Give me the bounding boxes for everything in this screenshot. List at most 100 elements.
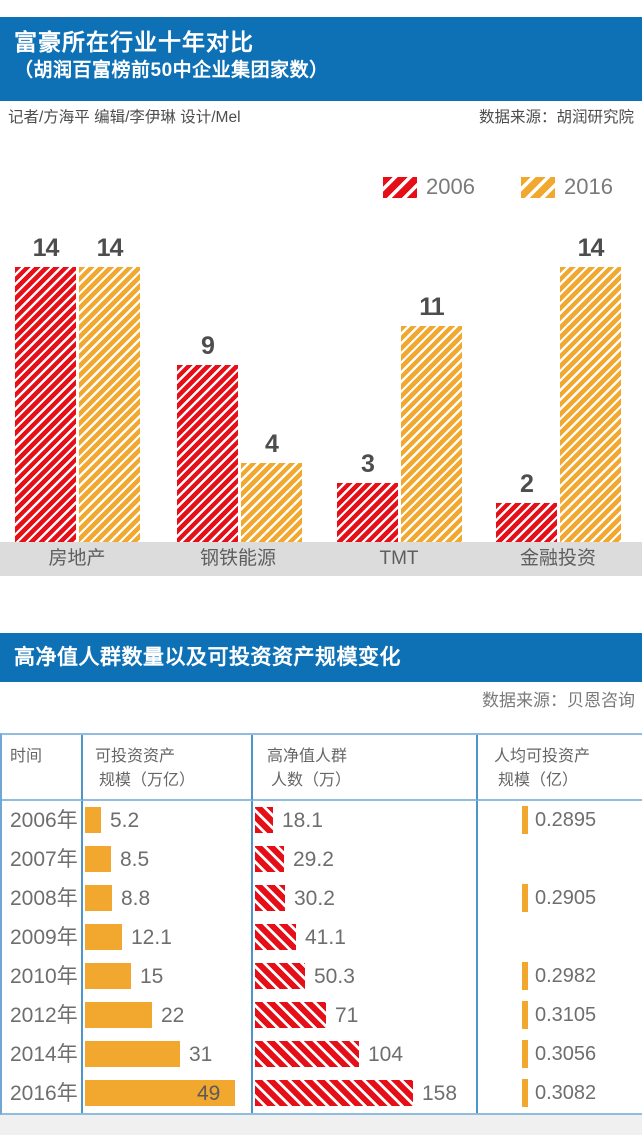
people-cell: 71 xyxy=(253,996,478,1035)
year-cell: 2006年 xyxy=(2,801,83,840)
per-capita-bar xyxy=(522,884,528,912)
assets-bar xyxy=(85,1041,180,1067)
per-capita-value: 0.3082 xyxy=(535,1082,597,1104)
per-capita-value: 0.2895 xyxy=(535,809,597,831)
per-capita-value: 0.3056 xyxy=(535,1043,597,1065)
section2-title: 高净值人群数量以及可投资资产规模变化 xyxy=(14,646,401,669)
header-line1: 时间 xyxy=(10,748,43,765)
year-cell: 2008年 xyxy=(2,879,83,918)
table-row-2010年: 2010年 15 50.3 0.2982 xyxy=(2,957,642,996)
year-cell: 2010年 xyxy=(2,957,83,996)
category-label-房地产: 房地产 xyxy=(48,548,106,569)
per-capita-value: 0.3105 xyxy=(535,1004,597,1026)
bar-2006-房地产 xyxy=(15,267,76,542)
assets-bar xyxy=(85,1002,152,1028)
year-label: 2008年 xyxy=(10,887,78,910)
people-value: 30.2 xyxy=(294,887,335,910)
legend-label-2016: 2016 xyxy=(564,174,613,199)
bar-2016-房地产 xyxy=(79,267,140,542)
bar-2016-金融投资 xyxy=(560,267,621,542)
per-capita-cell: 0.2895 xyxy=(478,801,642,840)
section1-title: 富豪所在行业十年对比 xyxy=(14,29,254,55)
people-bar xyxy=(255,1080,413,1106)
year-cell: 2016年 xyxy=(2,1074,83,1113)
hnwi-table: 时间 可投资资产 规模（万亿） 高净值人群 人数（万） 人均可投资产 规模（亿） 2006年… xyxy=(0,733,642,1115)
bar-value-2016-房地产: 14 xyxy=(96,234,124,262)
assets-bar xyxy=(85,963,131,989)
top-margin xyxy=(0,0,642,17)
assets-cell: 31 xyxy=(83,1035,253,1074)
per-capita-cell: 0.3105 xyxy=(478,996,642,1035)
per-capita-value: 0.2982 xyxy=(535,965,597,987)
assets-value: 31 xyxy=(189,1043,213,1066)
hnwi-table-wrap: 时间 可投资资产 规模（万亿） 高净值人群 人数（万） 人均可投资产 规模（亿） 2006年… xyxy=(0,733,642,1115)
industry-bar-chart: 2006 2016 14 14 9 4 3 11 2 14 房地产 钢铁能源 TMT 金融投资 xyxy=(0,130,642,578)
people-bar xyxy=(255,1002,326,1028)
year-cell: 2009年 xyxy=(2,918,83,957)
assets-cell: 15 xyxy=(83,957,253,996)
legend-entry-2016: 2016 xyxy=(521,174,613,199)
table-body: 2006年 5.2 18.1 0.2895 2007年 8.5 29.2 2008年 8.8 30… xyxy=(2,801,642,1113)
year-label: 2009年 xyxy=(10,926,78,949)
people-value: 71 xyxy=(335,1004,359,1027)
people-bar xyxy=(255,1041,359,1067)
x-axis-strip: 房地产 钢铁能源 TMT 金融投资 xyxy=(0,542,642,576)
people-cell: 50.3 xyxy=(253,957,478,996)
per-capita-bar xyxy=(522,806,528,834)
legend-entry-2006: 2006 xyxy=(383,174,475,199)
bar-value-2016-TMT: 11 xyxy=(419,293,444,321)
assets-value: 12.1 xyxy=(131,926,172,949)
per-capita-cell: 0.2905 xyxy=(478,879,642,918)
per-capita-cell: 0.2982 xyxy=(478,957,642,996)
header-line2: 规模（万亿） xyxy=(99,772,196,789)
people-value: 104 xyxy=(368,1043,404,1066)
table-row-2016年: 2016年 49 158 0.3082 xyxy=(2,1074,642,1113)
header-line1: 高净值人群 xyxy=(267,748,348,765)
legend-swatch-icon-2006 xyxy=(383,176,417,198)
assets-cell: 12.1 xyxy=(83,918,253,957)
people-value: 41.1 xyxy=(305,926,346,949)
data-source-2-row: 数据来源：贝恩咨询 xyxy=(0,682,642,712)
assets-bar xyxy=(85,924,122,950)
assets-cell: 8.5 xyxy=(83,840,253,879)
header-line2: 人数（万） xyxy=(271,772,352,789)
people-value: 29.2 xyxy=(293,848,334,871)
credits-row: 记者/方海平 编辑/李伊琳 设计/Mel 数据来源：胡润研究院 xyxy=(0,101,642,130)
header-line1: 人均可投资产 xyxy=(494,748,591,765)
section-gap xyxy=(0,578,642,633)
year-label: 2007年 xyxy=(10,848,78,871)
year-cell: 2007年 xyxy=(2,840,83,879)
assets-cell: 22 xyxy=(83,996,253,1035)
header-line1: 可投资资产 xyxy=(95,748,176,765)
assets-cell: 5.2 xyxy=(83,801,253,840)
per-capita-cell xyxy=(478,840,642,879)
assets-value: 22 xyxy=(161,1004,185,1027)
per-capita-cell: 0.3056 xyxy=(478,1035,642,1074)
per-capita-bar xyxy=(522,1040,528,1068)
bar-2006-金融投资 xyxy=(496,503,557,542)
assets-bar xyxy=(85,1080,235,1106)
table-row-2012年: 2012年 22 71 0.3105 xyxy=(2,996,642,1035)
assets-cell: 8.8 xyxy=(83,879,253,918)
assets-bar xyxy=(85,807,101,833)
people-value: 50.3 xyxy=(314,965,355,988)
bar-2016-TMT xyxy=(401,326,462,542)
people-bar xyxy=(255,924,296,950)
bar-value-2006-房地产: 14 xyxy=(32,234,60,262)
header-cell-1: 时间 xyxy=(2,735,83,801)
data-source-1: 数据来源：胡润研究院 xyxy=(478,108,634,126)
people-bar xyxy=(255,885,285,911)
people-cell: 41.1 xyxy=(253,918,478,957)
year-label: 2016年 xyxy=(10,1082,78,1105)
data-source-2: 数据来源：贝恩咨询 xyxy=(482,691,635,710)
year-cell: 2012年 xyxy=(2,996,83,1035)
year-cell: 2014年 xyxy=(2,1035,83,1074)
assets-value: 8.8 xyxy=(121,887,151,910)
section2-header: 高净值人群数量以及可投资资产规模变化 xyxy=(0,633,642,682)
people-cell: 29.2 xyxy=(253,840,478,879)
people-bar xyxy=(255,846,284,872)
category-label-TMT: TMT xyxy=(379,548,419,569)
table-row-2014年: 2014年 31 104 0.3056 xyxy=(2,1035,642,1074)
bar-value-2006-金融投资: 2 xyxy=(520,470,534,498)
